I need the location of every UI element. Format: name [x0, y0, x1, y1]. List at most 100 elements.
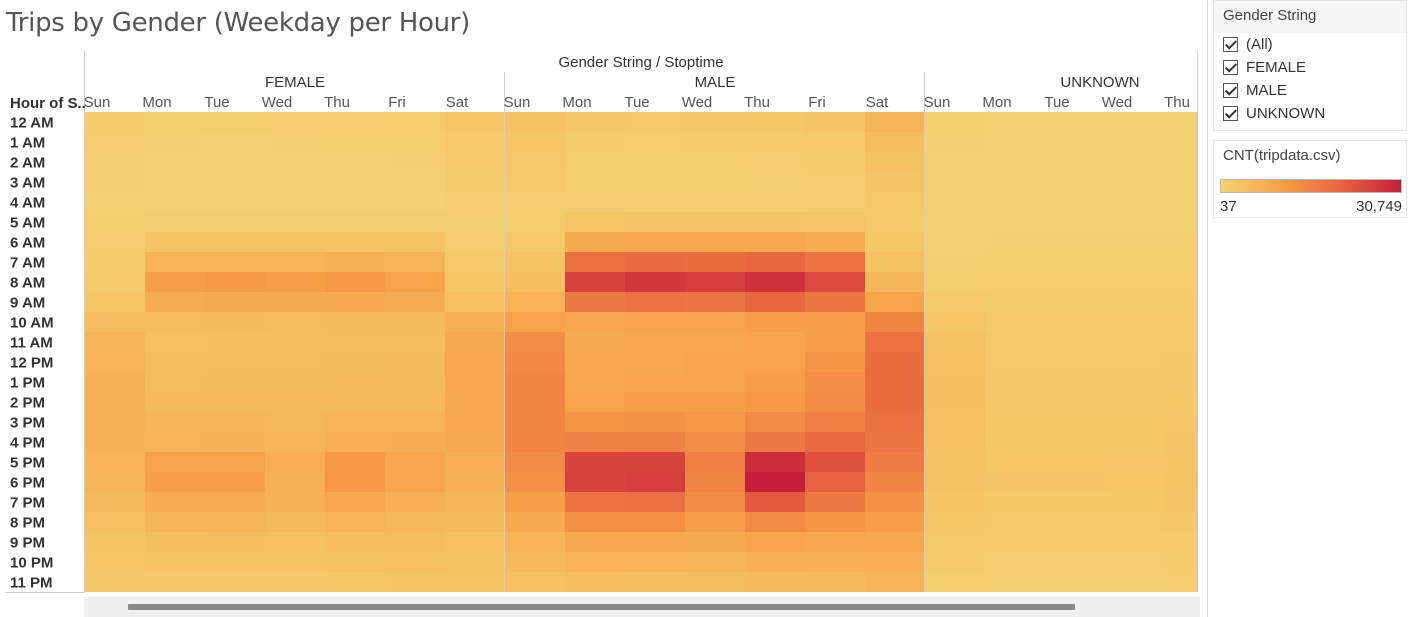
checkbox-checked-icon[interactable] — [1223, 83, 1238, 98]
heatmap-cell — [385, 412, 445, 432]
heatmap-cell — [85, 152, 145, 172]
heatmap-cell — [925, 532, 985, 552]
heatmap-cell — [745, 112, 805, 132]
heatmap-cell — [205, 272, 265, 292]
heatmap-cell — [265, 452, 325, 472]
heatmap-cell — [85, 432, 145, 452]
heatmap-cell — [1045, 452, 1105, 472]
filter-item-female[interactable]: FEMALE — [1214, 56, 1406, 79]
heatmap-cell — [1165, 292, 1198, 312]
filter-item-label: FEMALE — [1246, 59, 1307, 76]
heatmap-cell — [865, 272, 925, 292]
heatmap-cell — [565, 372, 625, 392]
heatmap-cell — [745, 272, 805, 292]
heatmap-cell — [985, 132, 1045, 152]
heatmap-cell — [385, 392, 445, 412]
day-tick-label: Thu — [324, 94, 350, 111]
heatmap-cell — [205, 212, 265, 232]
heatmap-cell — [985, 252, 1045, 272]
heatmap-cell — [145, 512, 205, 532]
checkbox-checked-icon[interactable] — [1223, 106, 1238, 121]
filter-item-male[interactable]: MALE — [1214, 79, 1406, 102]
checkbox-checked-icon[interactable] — [1223, 60, 1238, 75]
horizontal-scrollbar[interactable] — [84, 597, 1200, 617]
filter-item-unknown[interactable]: UNKNOWN — [1214, 102, 1406, 125]
heatmap-cell — [205, 412, 265, 432]
heatmap-cell — [505, 492, 565, 512]
heatmap-cell — [985, 472, 1045, 492]
heatmap-cell — [265, 372, 325, 392]
heatmap-cell — [565, 572, 625, 592]
heatmap-cell — [265, 332, 325, 352]
hour-tick-label: 9 AM — [10, 295, 45, 312]
heatmap-cell — [145, 292, 205, 312]
heatmap-cell — [1045, 152, 1105, 172]
heatmap-cell — [745, 432, 805, 452]
heatmap-cell — [445, 452, 505, 472]
heatmap-cell — [625, 512, 685, 532]
heatmap-cell — [865, 372, 925, 392]
hour-tick-label: 6 PM — [10, 475, 45, 492]
heatmap-cell — [265, 352, 325, 372]
heatmap-cell — [865, 192, 925, 212]
filter-item-all[interactable]: (All) — [1214, 33, 1406, 56]
heatmap-cell — [265, 392, 325, 412]
scrollbar-thumb[interactable] — [128, 604, 1075, 610]
heatmap-cell — [145, 152, 205, 172]
heatmap-cell — [325, 452, 385, 472]
group-label: FEMALE — [265, 74, 325, 91]
heatmap-cell — [205, 232, 265, 252]
heatmap-cell — [85, 352, 145, 372]
heatmap-cell — [85, 512, 145, 532]
heatmap-cell — [385, 212, 445, 232]
heatmap-cell — [1105, 192, 1165, 212]
heatmap-cell — [1105, 292, 1165, 312]
heatmap-cell — [925, 212, 985, 232]
heatmap-cell — [1045, 192, 1105, 212]
heatmap-cell — [745, 512, 805, 532]
heatmap-cell — [205, 552, 265, 572]
day-tick-label: Tue — [624, 94, 649, 111]
heatmap-cell — [505, 112, 565, 132]
heatmap-cell — [625, 392, 685, 412]
checkbox-checked-icon[interactable] — [1223, 37, 1238, 52]
heatmap-cell — [1165, 572, 1198, 592]
heatmap-cell — [985, 152, 1045, 172]
heatmap-cell — [325, 512, 385, 532]
heatmap-cell — [565, 432, 625, 452]
heatmap-cell — [205, 292, 265, 312]
heatmap-cell — [85, 552, 145, 572]
heatmap-cell — [325, 372, 385, 392]
heatmap-cell — [805, 152, 865, 172]
heatmap-cell — [625, 172, 685, 192]
heatmap-cell — [745, 312, 805, 332]
heatmap-cell — [925, 352, 985, 372]
heatmap-cell — [625, 532, 685, 552]
heatmap-cell — [685, 112, 745, 132]
heatmap-cell — [445, 252, 505, 272]
heatmap-cell — [565, 172, 625, 192]
heatmap-cell — [565, 212, 625, 232]
heatmap-cell — [565, 312, 625, 332]
heatmap-cell — [145, 332, 205, 352]
heatmap-cell — [1045, 472, 1105, 492]
heatmap-cell — [625, 272, 685, 292]
heatmap-cell — [805, 192, 865, 212]
heatmap-cell — [565, 232, 625, 252]
heatmap-cell — [505, 272, 565, 292]
heatmap-cell — [1105, 272, 1165, 292]
heatmap-cell — [85, 532, 145, 552]
heatmap-cell — [445, 292, 505, 312]
hour-tick-label: 3 PM — [10, 415, 45, 432]
heatmap-cell — [865, 432, 925, 452]
heatmap-cell — [805, 392, 865, 412]
heatmap-cell — [1045, 212, 1105, 232]
heatmap-cell — [145, 572, 205, 592]
heatmap-cell — [865, 132, 925, 152]
heatmap-cell — [445, 392, 505, 412]
heatmap-cell — [1165, 472, 1198, 492]
heatmap-cell — [745, 232, 805, 252]
heatmap-cell — [205, 112, 265, 132]
heatmap-cell — [445, 512, 505, 532]
heatmap-cell — [445, 532, 505, 552]
